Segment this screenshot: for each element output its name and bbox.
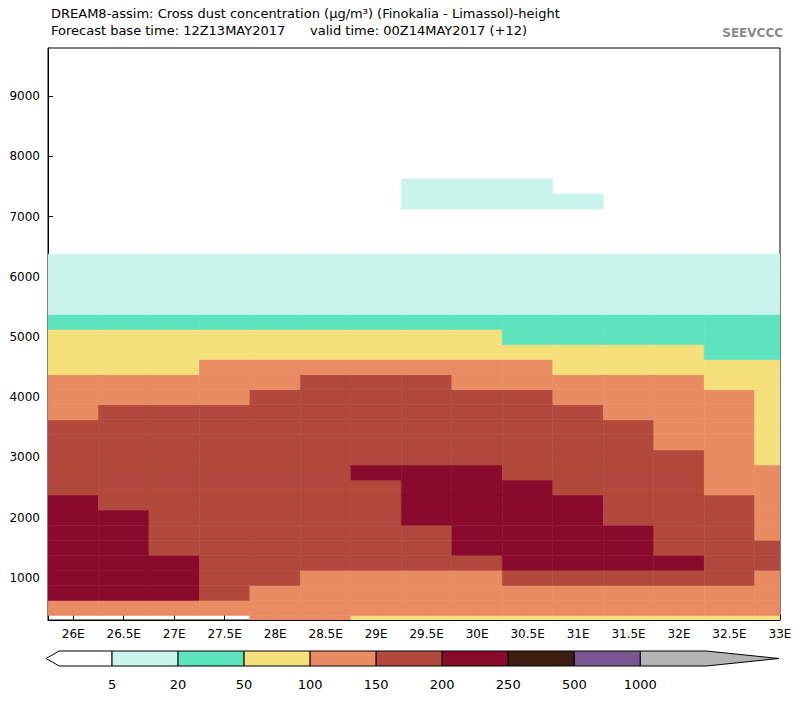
svg-text:29E: 29E (365, 627, 388, 641)
svg-text:1000: 1000 (9, 571, 40, 585)
svg-text:30E: 30E (466, 627, 489, 641)
svg-text:32E: 32E (668, 627, 691, 641)
svg-text:28E: 28E (264, 627, 287, 641)
svg-text:27E: 27E (163, 627, 186, 641)
svg-text:6000: 6000 (9, 270, 40, 284)
svg-text:26E: 26E (62, 627, 85, 641)
svg-text:31.5E: 31.5E (611, 627, 645, 641)
svg-text:4000: 4000 (9, 390, 40, 404)
svg-text:SEEVCCC: SEEVCCC (722, 26, 783, 40)
svg-text:500: 500 (562, 677, 587, 692)
svg-text:31E: 31E (567, 627, 590, 641)
svg-text:150: 150 (364, 677, 389, 692)
svg-text:5000: 5000 (9, 330, 40, 344)
svg-text:200: 200 (430, 677, 455, 692)
svg-text:250: 250 (496, 677, 521, 692)
svg-text:30.5E: 30.5E (510, 627, 544, 641)
svg-text:3000: 3000 (9, 450, 40, 464)
svg-text:8000: 8000 (9, 149, 40, 163)
svg-text:7000: 7000 (9, 210, 40, 224)
svg-text:33E: 33E (769, 627, 792, 641)
svg-text:5: 5 (108, 677, 116, 692)
svg-text:28.5E: 28.5E (308, 627, 342, 641)
svg-text:29.5E: 29.5E (409, 627, 443, 641)
svg-text:26.5E: 26.5E (107, 627, 141, 641)
svg-text:1000: 1000 (624, 677, 657, 692)
svg-text:9000: 9000 (9, 89, 40, 103)
svg-text:2000: 2000 (9, 511, 40, 525)
svg-text:Forecast base time: 12Z13MAY20: Forecast base time: 12Z13MAY2017 valid t… (51, 23, 527, 38)
svg-text:50: 50 (236, 677, 253, 692)
svg-text:20: 20 (170, 677, 187, 692)
svg-text:100: 100 (298, 677, 323, 692)
svg-text:32.5E: 32.5E (712, 627, 746, 641)
svg-text:27.5E: 27.5E (208, 627, 242, 641)
svg-text:DREAM8-assim: Cross dust conce: DREAM8-assim: Cross dust concentration (… (51, 6, 560, 21)
